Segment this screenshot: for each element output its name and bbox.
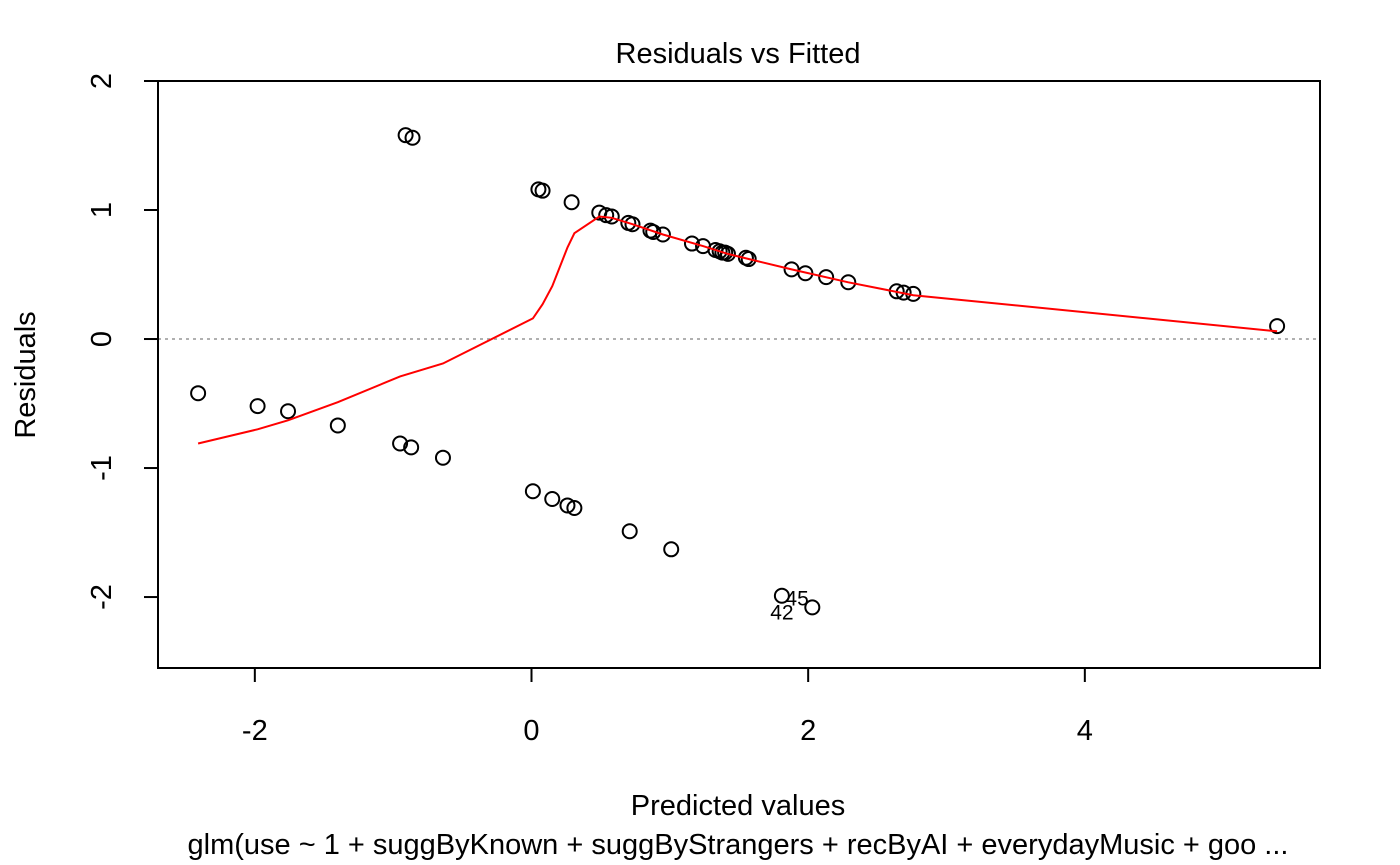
data-point bbox=[840, 274, 857, 291]
x-axis: -2 0 2 4 bbox=[242, 667, 1093, 747]
data-point bbox=[559, 497, 576, 514]
point-label: 42 bbox=[770, 602, 793, 625]
data-point bbox=[621, 523, 638, 540]
data-point bbox=[404, 129, 421, 146]
data-point bbox=[645, 223, 662, 240]
smooth-trend-line bbox=[197, 215, 1278, 445]
x-tick-label: 0 bbox=[523, 715, 539, 747]
data-point bbox=[534, 182, 551, 199]
data-point bbox=[773, 587, 790, 604]
data-point bbox=[329, 417, 346, 434]
data-point bbox=[544, 490, 561, 507]
y-tick-label: 0 bbox=[86, 331, 118, 347]
data-point bbox=[719, 245, 736, 262]
data-point bbox=[1269, 318, 1286, 335]
data-point bbox=[740, 251, 757, 268]
data-point bbox=[663, 541, 680, 558]
data-point bbox=[280, 403, 297, 420]
data-point bbox=[249, 398, 266, 415]
data-point bbox=[392, 435, 409, 452]
data-point bbox=[804, 599, 821, 616]
data-point bbox=[190, 385, 207, 402]
model-formula-subtitle: glm(use ~ 1 + suggByKnown + suggByStrang… bbox=[188, 829, 1289, 861]
x-tick-label: 2 bbox=[800, 715, 816, 747]
data-point bbox=[403, 439, 420, 456]
data-point bbox=[624, 216, 641, 233]
y-tick-label: -1 bbox=[86, 455, 118, 481]
data-point bbox=[524, 483, 541, 500]
y-tick-label: -2 bbox=[86, 584, 118, 610]
y-axis-label: Residuals bbox=[10, 311, 42, 438]
data-point bbox=[566, 500, 583, 517]
x-tick-label: -2 bbox=[242, 715, 268, 747]
data-point bbox=[818, 269, 835, 286]
data-point bbox=[654, 226, 671, 243]
point-label: 45 bbox=[785, 587, 808, 610]
y-axis: -2 -1 0 1 2 bbox=[86, 73, 159, 610]
y-tick-label: 1 bbox=[86, 202, 118, 218]
y-tick-label: 2 bbox=[86, 73, 118, 89]
data-point bbox=[683, 235, 700, 252]
plot-frame bbox=[157, 80, 1321, 669]
x-axis-label: Predicted values bbox=[631, 790, 845, 822]
data-point bbox=[563, 194, 580, 211]
x-tick-label: 4 bbox=[1077, 715, 1093, 747]
data-point bbox=[434, 449, 451, 466]
chart-title: Residuals vs Fitted bbox=[616, 38, 861, 70]
data-point bbox=[397, 127, 414, 144]
